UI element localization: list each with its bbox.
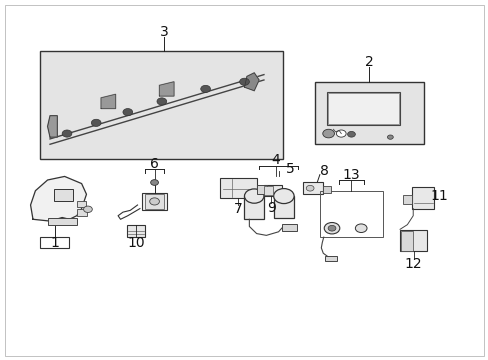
Circle shape — [62, 130, 72, 137]
Polygon shape — [244, 73, 259, 91]
Text: 7: 7 — [233, 202, 242, 216]
Text: 8: 8 — [320, 164, 328, 178]
Circle shape — [149, 198, 159, 205]
Circle shape — [83, 206, 92, 212]
Text: 4: 4 — [271, 153, 280, 167]
Text: 6: 6 — [150, 157, 159, 171]
Text: 11: 11 — [429, 189, 447, 203]
Circle shape — [150, 180, 158, 185]
Bar — [126, 225, 145, 237]
Bar — [314, 82, 424, 144]
Text: 9: 9 — [266, 201, 275, 215]
Bar — [244, 196, 264, 219]
Bar — [54, 189, 73, 202]
Circle shape — [386, 135, 392, 139]
Circle shape — [336, 130, 346, 137]
Bar — [144, 194, 164, 208]
Bar — [400, 231, 412, 251]
Bar — [77, 201, 86, 207]
Polygon shape — [30, 176, 86, 221]
Bar — [40, 237, 69, 248]
Bar — [323, 186, 330, 193]
Bar — [256, 185, 267, 194]
Circle shape — [201, 85, 210, 93]
Text: 3: 3 — [160, 25, 168, 39]
Bar — [40, 51, 283, 158]
Bar — [220, 178, 256, 198]
Bar — [327, 93, 398, 124]
Circle shape — [327, 225, 335, 231]
Bar — [319, 191, 382, 237]
Bar — [326, 93, 399, 125]
Bar — [47, 218, 77, 225]
Text: 13: 13 — [342, 168, 360, 182]
Text: 12: 12 — [404, 257, 422, 271]
Circle shape — [239, 78, 249, 85]
Bar — [264, 185, 282, 196]
Text: 1: 1 — [50, 235, 59, 249]
Circle shape — [273, 189, 293, 203]
Circle shape — [347, 131, 355, 137]
Circle shape — [355, 224, 366, 233]
Circle shape — [122, 109, 132, 116]
Polygon shape — [101, 94, 116, 109]
Circle shape — [91, 119, 101, 126]
Polygon shape — [159, 82, 174, 96]
Bar — [77, 209, 87, 216]
Bar — [264, 186, 272, 195]
Bar — [402, 195, 411, 204]
Text: 2: 2 — [365, 55, 373, 69]
Circle shape — [322, 129, 334, 138]
Text: 10: 10 — [127, 235, 144, 249]
Bar — [399, 230, 426, 251]
Bar — [273, 196, 293, 217]
Bar — [282, 224, 296, 231]
Circle shape — [324, 222, 339, 234]
Polygon shape — [47, 116, 57, 137]
Circle shape — [157, 98, 166, 105]
Circle shape — [305, 185, 313, 191]
Circle shape — [244, 189, 264, 203]
Bar — [324, 256, 336, 261]
Bar — [302, 182, 323, 194]
Text: 5: 5 — [286, 162, 294, 176]
Bar — [142, 193, 166, 210]
Bar — [411, 187, 433, 208]
